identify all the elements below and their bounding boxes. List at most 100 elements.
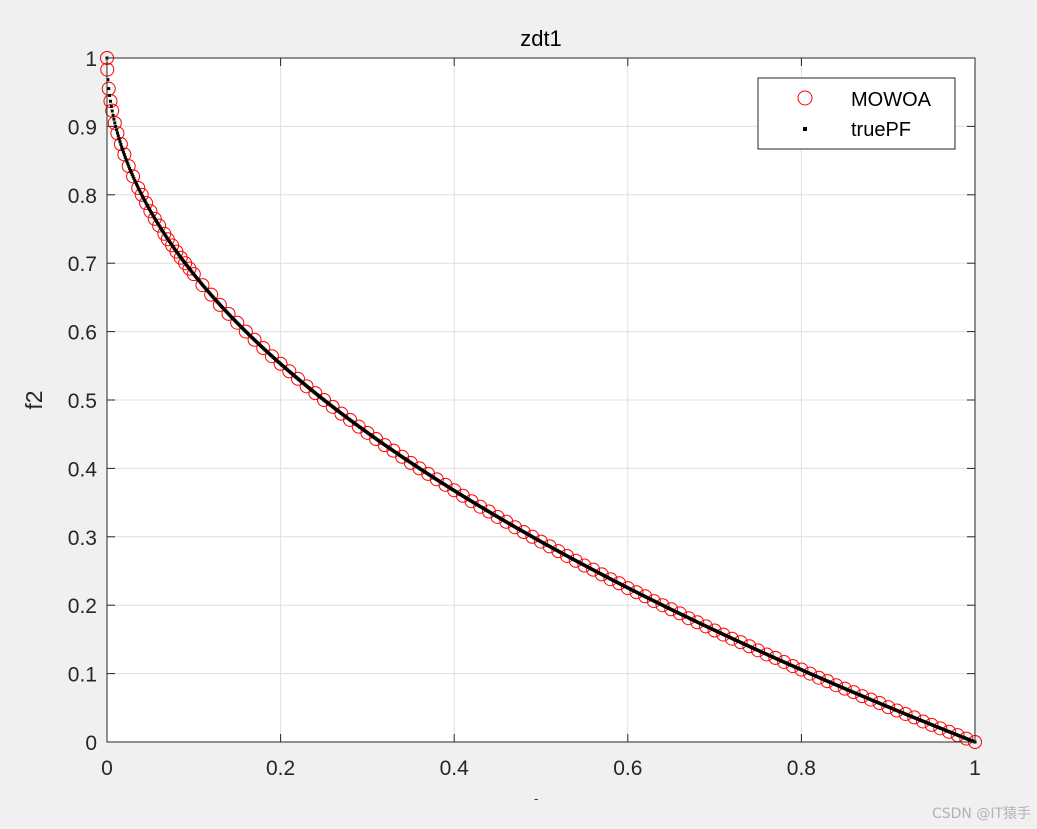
mowoa-point	[794, 662, 809, 677]
truepf-point	[123, 155, 127, 159]
truepf-point	[119, 143, 123, 147]
mowoa-point	[759, 647, 774, 662]
mowoa-point	[751, 643, 765, 658]
mowoa-point	[230, 315, 245, 330]
mowoa-point	[698, 619, 713, 634]
x-tick-label: 0.2	[266, 757, 295, 780]
mowoa-point	[325, 399, 340, 414]
mowoa-point	[221, 306, 236, 321]
truepf-point	[108, 93, 112, 97]
truepf-point	[141, 194, 145, 198]
truepf-point	[112, 117, 116, 121]
mowoa-point	[777, 654, 792, 669]
truepf-point	[126, 162, 130, 166]
y-tick-label: 0.9	[68, 116, 97, 139]
mowoa-point	[464, 494, 479, 509]
truepf-point	[143, 199, 147, 203]
truepf-point	[118, 140, 122, 144]
mowoa-point	[881, 700, 896, 715]
mowoa-point	[343, 412, 358, 427]
mowoa-point	[273, 356, 288, 371]
truepf-point	[133, 178, 137, 182]
mowoa-point	[186, 267, 201, 282]
truepf-point	[114, 124, 118, 128]
mowoa-point	[889, 703, 904, 718]
truepf-point	[136, 186, 140, 190]
truepf-point	[149, 210, 153, 214]
truepf-point	[125, 160, 129, 164]
mowoa-point	[707, 623, 722, 638]
legend-label-truepf: truePF	[851, 119, 911, 141]
truepf-point	[110, 109, 114, 113]
y-tick-label: 0.5	[68, 390, 97, 413]
truepf-point	[148, 207, 152, 211]
truepf-point	[141, 196, 145, 200]
mowoa-point	[131, 180, 146, 195]
mowoa-point	[724, 631, 739, 646]
mowoa-point	[256, 341, 271, 356]
truepf-point	[127, 164, 131, 168]
mowoa-point	[113, 137, 128, 152]
mowoa-point	[143, 204, 158, 219]
y-tick-label: 1	[85, 48, 97, 71]
mowoa-point	[629, 585, 644, 600]
mowoa-point	[837, 681, 852, 696]
mowoa-point	[898, 706, 913, 721]
truepf-point	[122, 153, 126, 157]
mowoa-point	[107, 115, 122, 130]
mowoa-point	[152, 218, 167, 233]
mowoa-point	[429, 472, 444, 487]
truepf-point	[130, 172, 134, 176]
x-axis-label: f1	[531, 795, 550, 800]
mowoa-point	[872, 696, 887, 711]
legend-label-mowoa: MOWOA	[851, 89, 932, 111]
mowoa-point	[638, 589, 653, 604]
truepf-point	[135, 184, 139, 188]
truepf-point	[115, 131, 119, 135]
legend-marker-truepf	[803, 127, 807, 131]
mowoa-point	[811, 670, 826, 685]
mowoa-point	[412, 461, 427, 476]
mowoa-point	[829, 678, 844, 693]
mowoa-point	[941, 724, 956, 739]
y-tick-label: 0.2	[68, 595, 97, 618]
truepf-point	[135, 182, 139, 186]
truepf-point	[107, 87, 111, 91]
mowoa-point	[247, 332, 262, 347]
mowoa-point	[212, 297, 227, 312]
plot-frame	[106, 57, 976, 743]
mowoa-point	[499, 514, 514, 529]
mowoa-point	[438, 477, 453, 492]
mowoa-point	[612, 576, 627, 591]
truepf-point	[113, 121, 117, 125]
mowoa-point	[377, 438, 392, 453]
y-tick-label: 0.4	[68, 458, 98, 481]
truepf-point	[139, 191, 143, 195]
mowoa-point	[455, 488, 470, 503]
legend: MOWOA truePF	[757, 77, 956, 150]
x-tick-label: 0.6	[613, 757, 642, 780]
chart-title: zdt1	[520, 26, 562, 51]
truepf-point	[147, 206, 151, 210]
mowoa-point	[733, 635, 748, 650]
mowoa-point	[915, 714, 930, 729]
mowoa-point	[238, 324, 253, 339]
mowoa-point	[551, 544, 566, 559]
mowoa-point	[690, 615, 705, 630]
truepf-point	[137, 188, 141, 192]
mowoa-point	[481, 504, 496, 519]
truepf-point	[108, 99, 112, 103]
mowoa-point	[317, 393, 331, 407]
series-mowoa	[100, 51, 982, 749]
y-tick-label: 0.3	[68, 527, 97, 550]
mowoa-point	[742, 639, 757, 654]
mowoa-point	[568, 553, 583, 568]
x-tick-label: 0	[101, 757, 113, 780]
truepf-point	[145, 203, 149, 207]
truepf-point	[138, 189, 142, 193]
truepf-point	[128, 166, 132, 170]
truepf-point	[124, 157, 128, 161]
y-tick-label: 0.8	[68, 185, 97, 208]
legend-marker-mowoa	[797, 90, 813, 106]
x-tick-label: 1	[969, 757, 981, 780]
